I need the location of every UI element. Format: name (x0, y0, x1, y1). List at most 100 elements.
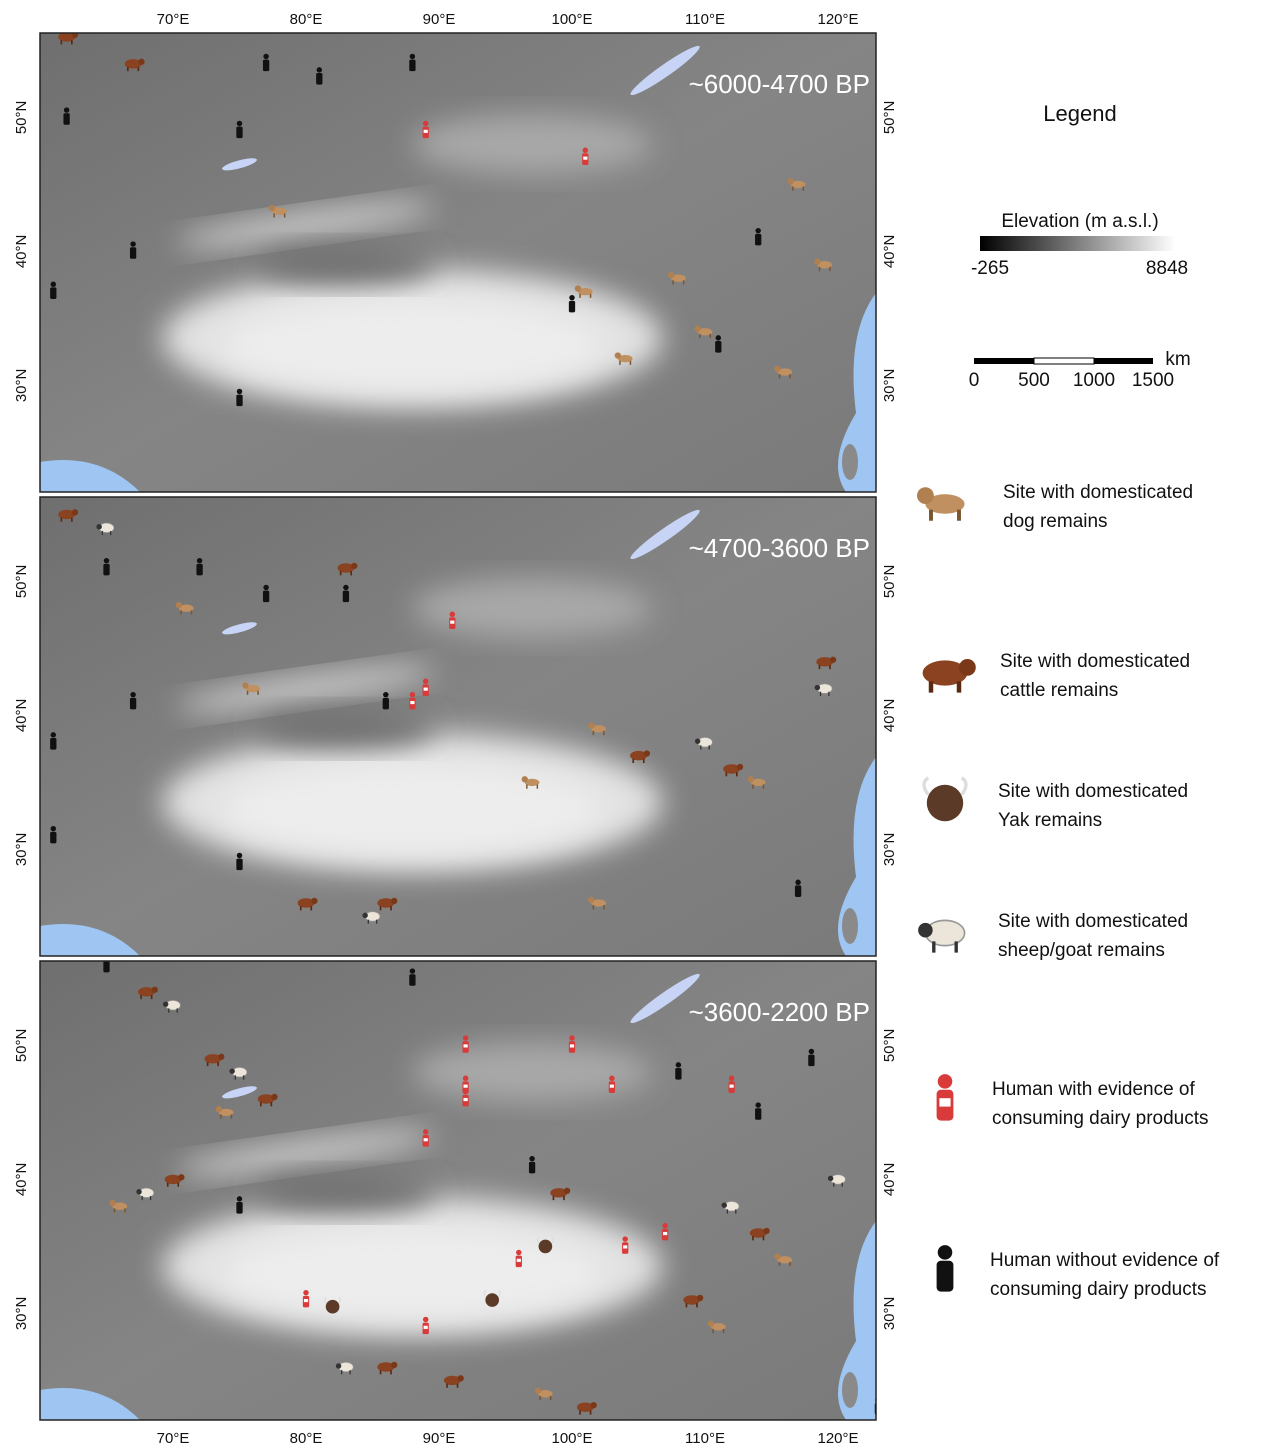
cup (450, 621, 454, 624)
site-human-dairy (937, 1074, 954, 1120)
body (937, 1261, 954, 1292)
legend-line: sheep/goat remains (998, 940, 1165, 961)
lon-label-top: 70°E (157, 11, 190, 28)
site-human (755, 228, 761, 245)
lon-label-top: 110°E (685, 11, 725, 28)
body (539, 1240, 553, 1254)
lat-label-right: 30°N (881, 369, 898, 403)
cup (517, 1259, 521, 1262)
period-label: ~6000-4700 BP (689, 69, 870, 99)
head (569, 295, 574, 300)
site-sheep (918, 920, 964, 952)
head (708, 1321, 714, 1327)
site-human (529, 1156, 535, 1173)
head (583, 148, 588, 153)
head (815, 685, 820, 690)
body (927, 785, 963, 821)
mongolia (412, 578, 652, 638)
body (343, 591, 349, 603)
site-human-dairy (423, 1317, 429, 1334)
head (218, 1054, 224, 1060)
head (303, 1290, 308, 1295)
head (423, 1129, 428, 1134)
body (675, 1068, 681, 1080)
site-human (103, 955, 109, 972)
cup (939, 1098, 950, 1106)
figure: ~6000-4700 BP50°N50°N40°N40°N30°N30°N~47… (0, 0, 1271, 1449)
site-human-dairy (423, 679, 429, 696)
site-human-dairy (449, 612, 455, 629)
head (716, 335, 721, 340)
head (516, 1250, 521, 1255)
site-human-dairy (303, 1290, 309, 1307)
elevation-bar (980, 236, 1175, 251)
head (410, 968, 415, 973)
site-human-dairy (569, 1035, 575, 1052)
head (463, 1035, 468, 1040)
head (615, 352, 621, 358)
site-human (675, 1062, 681, 1079)
head (795, 880, 800, 885)
site-human (50, 282, 56, 299)
head (109, 1200, 115, 1206)
body (103, 961, 109, 973)
head (237, 389, 242, 394)
lon-label-bottom: 80°E (290, 1430, 323, 1447)
cup (610, 1085, 614, 1088)
taiwan (842, 908, 858, 944)
head (450, 612, 455, 617)
head (588, 723, 594, 729)
head (229, 1068, 234, 1073)
cup (583, 157, 587, 160)
site-cattle (923, 659, 976, 693)
site-human (63, 107, 69, 124)
legend-line: consuming dairy products (990, 1279, 1207, 1300)
head (362, 913, 367, 918)
body (795, 885, 801, 897)
plateau-core (222, 764, 602, 854)
body (485, 1293, 499, 1307)
site-human (409, 968, 415, 985)
elevation-min: -265 (971, 258, 1009, 279)
lat-label-right: 30°N (881, 833, 898, 867)
head (216, 1106, 222, 1112)
cup (464, 1085, 468, 1088)
taiwan (842, 444, 858, 480)
head (938, 1245, 953, 1260)
site-human (343, 585, 349, 602)
head (695, 738, 700, 743)
site-human (263, 585, 269, 602)
head (271, 1094, 277, 1100)
head (938, 1074, 953, 1089)
head (697, 1295, 703, 1301)
site-human-dairy (516, 1250, 522, 1267)
head (809, 1049, 814, 1054)
head (529, 1156, 534, 1161)
body (236, 395, 242, 407)
head (104, 558, 109, 563)
head (774, 1254, 780, 1260)
map-panel: ~6000-4700 BP50°N50°N40°N40°N30°N30°N (13, 32, 898, 492)
scale-label: 500 (1018, 370, 1050, 391)
lon-label-bottom: 120°E (817, 1430, 858, 1447)
scale-label: 1500 (1132, 370, 1174, 391)
head (564, 1188, 570, 1194)
site-human-dairy (622, 1236, 628, 1253)
scale-unit: km (1165, 349, 1190, 370)
lat-label-left: 30°N (13, 369, 30, 403)
site-human (130, 241, 136, 258)
map-panel: ~3600-2200 BP50°N50°N40°N40°N30°N30°N (13, 955, 898, 1420)
head (423, 121, 428, 126)
terrain (40, 33, 876, 492)
head (351, 563, 357, 569)
lat-label-left: 50°N (13, 1029, 30, 1063)
body (103, 564, 109, 576)
site-human (130, 692, 136, 709)
head (463, 1089, 468, 1094)
body (236, 1202, 242, 1214)
head (176, 602, 182, 608)
site-human (236, 853, 242, 870)
body (808, 1055, 814, 1067)
legend-line: dog remains (1003, 511, 1108, 532)
